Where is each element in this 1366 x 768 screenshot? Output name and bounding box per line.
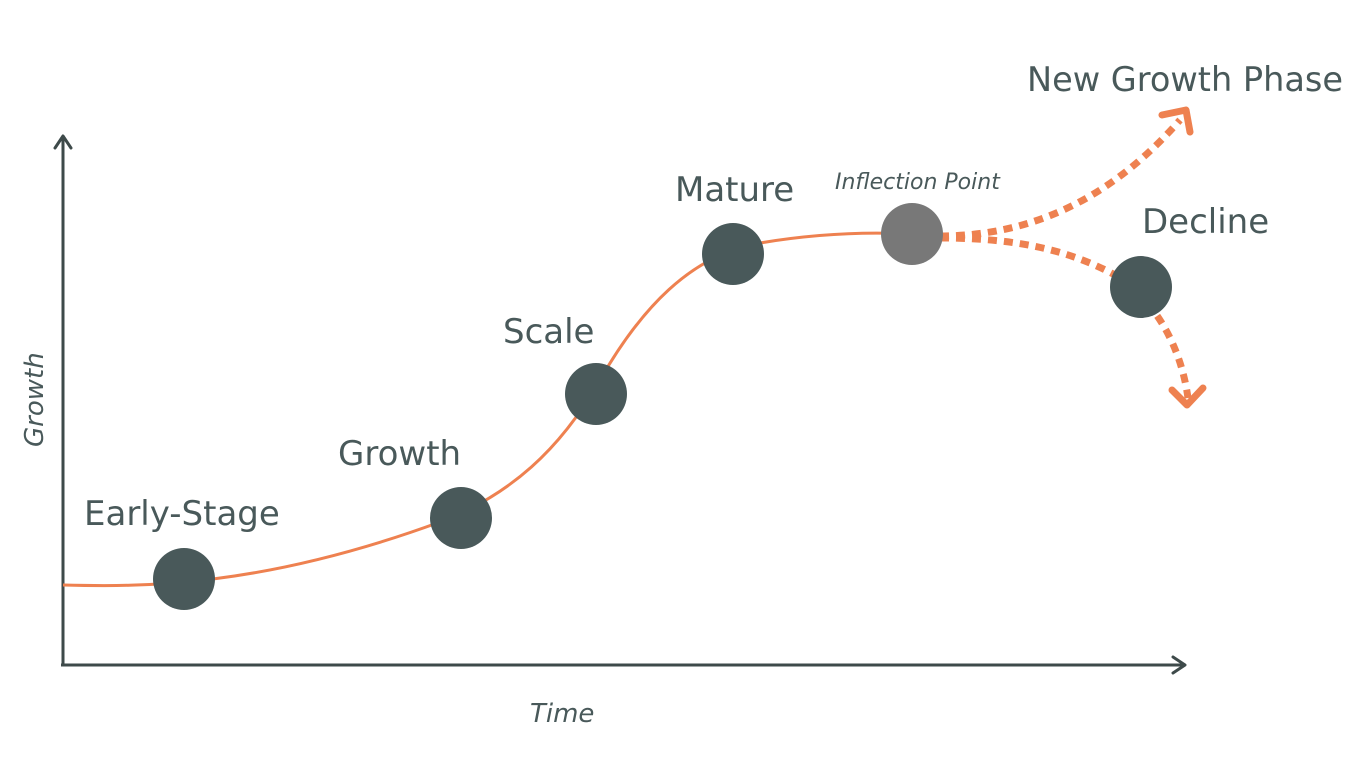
decline-dot <box>1110 256 1172 318</box>
scale-dot <box>565 363 627 425</box>
scale-label: Scale <box>503 312 594 352</box>
decline-label: Decline <box>1142 202 1269 242</box>
mature-dot <box>702 223 764 285</box>
mature-label: Mature <box>675 170 794 210</box>
new-growth-phase-label: New Growth Phase <box>1027 60 1343 100</box>
growth-label: Growth <box>338 434 461 474</box>
inflection-point-label: Inflection Point <box>835 170 1001 195</box>
early-stage-label: Early-Stage <box>84 494 280 534</box>
new-growth-branch <box>939 117 1183 240</box>
early-stage-dot <box>153 548 215 610</box>
new-growth-arrowhead <box>1158 106 1194 136</box>
inflection-point-dot <box>881 203 943 265</box>
growth-dot <box>430 487 492 549</box>
y-axis-label: Growth <box>20 352 50 447</box>
decline-arrowhead <box>1168 384 1207 409</box>
x-axis-label: Time <box>530 699 594 729</box>
y-axis-arrowhead <box>53 134 73 150</box>
x-axis-arrowhead <box>1171 655 1187 675</box>
